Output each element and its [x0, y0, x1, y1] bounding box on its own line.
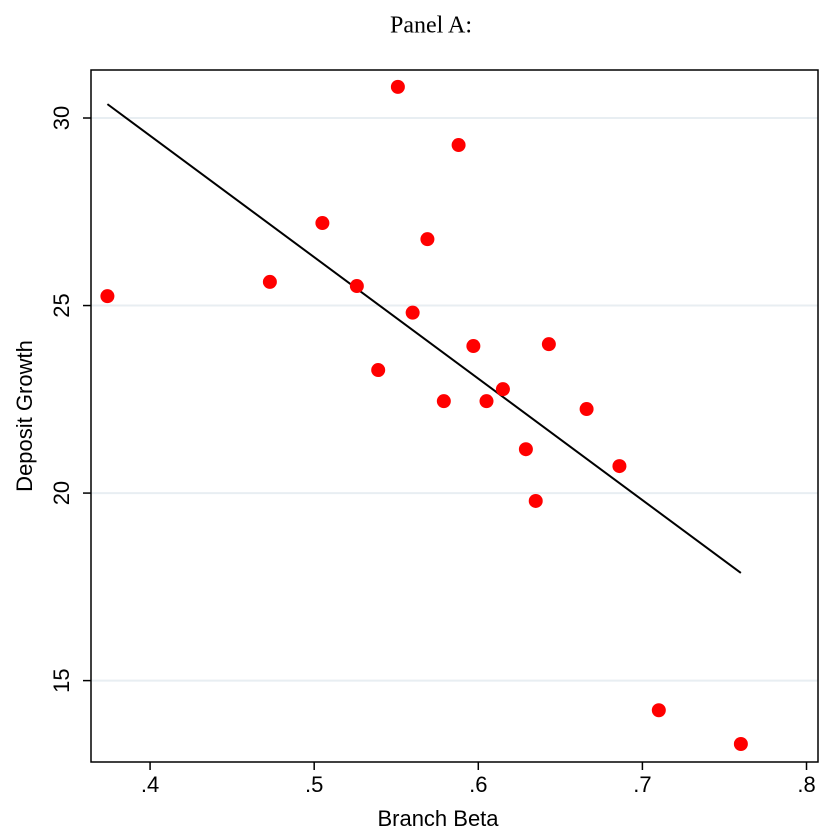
plot-frame: [90, 69, 819, 763]
point: [479, 394, 494, 409]
chart-title: Panel A:: [390, 13, 472, 39]
point: [451, 138, 466, 153]
point: [733, 736, 748, 751]
point: [466, 339, 481, 354]
y-tick-label: 30: [49, 106, 74, 130]
x-tick-label: .6: [469, 772, 487, 797]
y-tick-label: 15: [49, 668, 74, 692]
x-tick-label: .7: [633, 772, 651, 797]
point: [100, 289, 115, 304]
point: [541, 337, 556, 352]
point: [612, 459, 627, 474]
point: [436, 394, 451, 409]
point: [405, 305, 420, 320]
point: [495, 382, 510, 397]
fit-line: [106, 103, 742, 574]
x-tick-label: .8: [797, 772, 815, 797]
point: [371, 363, 386, 378]
point: [420, 232, 435, 247]
point: [315, 216, 330, 231]
point: [390, 79, 405, 94]
x-axis-title: Branch Beta: [377, 806, 499, 831]
point: [651, 703, 666, 718]
y-tick-label: 20: [49, 481, 74, 505]
point: [262, 274, 277, 289]
point: [349, 279, 364, 294]
x-tick-label: .5: [305, 772, 323, 797]
point: [518, 442, 533, 457]
point: [579, 402, 594, 417]
y-tick-label: 25: [49, 293, 74, 317]
point: [528, 493, 543, 508]
x-tick-label: .4: [141, 772, 159, 797]
y-axis-title: Deposit Growth: [12, 340, 37, 492]
